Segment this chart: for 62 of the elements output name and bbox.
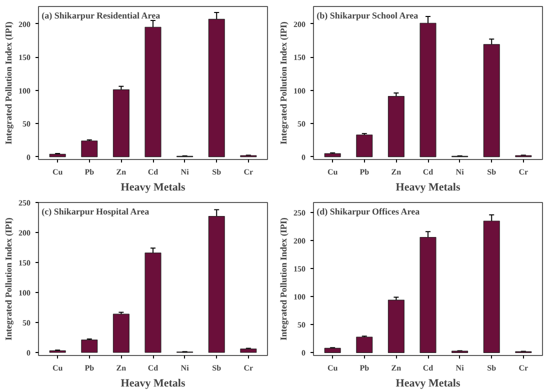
x-axis-title: Heavy Metals <box>396 378 461 390</box>
x-tick-label: Sb <box>212 168 222 176</box>
x-tick-label: Cd <box>422 364 434 372</box>
y-axis-title: Integrated Pollution Index (IPI) <box>278 218 288 340</box>
x-tick-label: Zn <box>116 168 127 176</box>
y-tick-label: 50 <box>22 120 30 129</box>
x-tick-label: Pb <box>360 364 370 372</box>
y-tick-label: 50 <box>298 320 306 330</box>
x-tick-label: Cd <box>148 168 159 176</box>
x-axis-title: Heavy Metals <box>120 182 186 194</box>
x-tick-label: Cr <box>518 364 529 372</box>
y-tick-label: 0 <box>302 152 306 162</box>
y-tick-label: 250 <box>18 198 30 208</box>
y-tick-label: 100 <box>294 292 306 302</box>
x-tick-label: Zn <box>116 364 127 372</box>
y-tick-label: 100 <box>18 288 30 298</box>
y-axis-title: Integrated Pollution Index (IPI) <box>4 22 14 144</box>
x-tick-label: Ni <box>180 364 190 372</box>
y-tick-label: 100 <box>294 86 306 96</box>
x-tick-label: Ni <box>456 364 465 372</box>
y-axis-title: Integrated Pollution Index (IPI) <box>4 218 14 340</box>
y-tick-label: 200 <box>294 236 306 246</box>
x-tick-label: Cu <box>327 364 338 372</box>
text: (d) Shikarpur Offices Area <box>316 206 420 216</box>
x-tick-label: Cu <box>52 168 64 176</box>
y-tick-label: 100 <box>18 86 30 96</box>
y-tick-label: 150 <box>18 258 30 268</box>
x-tick-label: Cr <box>244 168 254 176</box>
chart-title: (c) Shikarpur Hospital Area <box>42 206 150 216</box>
x-axis-title: Heavy Metals <box>120 378 186 390</box>
x-tick-label: Zn <box>391 168 402 176</box>
x-tick-label: Cr <box>244 364 254 372</box>
chart-title: (b) Shikarpur School Area <box>316 10 419 20</box>
x-tick-label: Cd <box>422 168 434 176</box>
x-axis-title: Heavy Metals <box>396 182 461 194</box>
x-tick-label: Cu <box>52 364 64 372</box>
x-tick-label: Sb <box>212 364 222 372</box>
y-tick-label: 250 <box>294 208 306 218</box>
x-tick-label: Cr <box>518 168 529 176</box>
y-tick-label: 0 <box>26 348 30 358</box>
x-tick-label: Zn <box>391 364 402 372</box>
x-tick-label: Cu <box>327 168 338 176</box>
x-tick-label: Cd <box>148 364 159 372</box>
x-tick-label: Sb <box>487 364 497 372</box>
y-tick-label: 0 <box>302 348 306 358</box>
x-tick-label: Pb <box>84 364 95 372</box>
y-tick-label: 50 <box>298 120 306 129</box>
y-tick-label: 0 <box>26 152 30 162</box>
y-tick-label: 150 <box>294 53 306 62</box>
x-tick-label: Pb <box>84 168 95 176</box>
y-tick-label: 200 <box>18 228 30 238</box>
y-axis-title: Integrated Pollution Index (IPI) <box>278 22 288 144</box>
y-tick-label: 50 <box>22 318 30 328</box>
y-tick-label: 150 <box>18 53 30 62</box>
x-tick-label: Ni <box>456 168 465 176</box>
x-tick-label: Pb <box>360 168 370 176</box>
x-tick-label: Ni <box>180 168 190 176</box>
x-tick-label: Sb <box>487 168 497 176</box>
chart-title: (a) Shikarpur Residential Area <box>42 10 161 20</box>
y-tick-label: 200 <box>18 20 30 29</box>
y-tick-label: 200 <box>294 20 306 29</box>
y-tick-label: 150 <box>294 264 306 274</box>
